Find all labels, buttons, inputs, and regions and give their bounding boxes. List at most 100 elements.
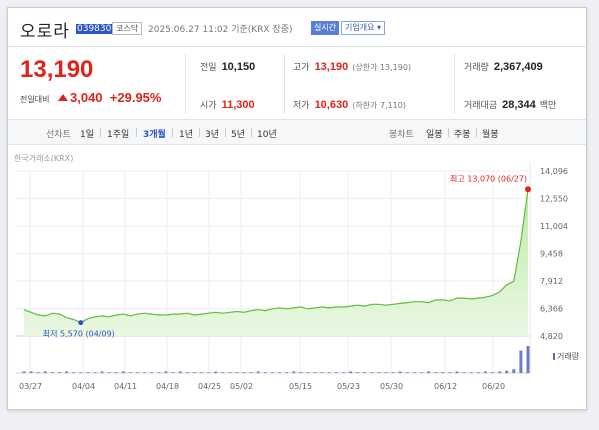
volume-bar bbox=[491, 372, 495, 373]
tab-3months[interactable]: 3개월 bbox=[143, 130, 166, 140]
volume-bar bbox=[313, 372, 317, 373]
divider bbox=[448, 128, 449, 137]
volume: 거래량 2,367,409 bbox=[464, 61, 543, 73]
tab-monthly-candle[interactable]: 월봉 bbox=[482, 130, 499, 140]
volume-bar bbox=[363, 372, 367, 373]
low-annotation: 최저 5,570 (04/09) bbox=[43, 329, 115, 339]
volume-bar bbox=[171, 372, 175, 373]
x-tick-label: 04/11 bbox=[114, 382, 137, 391]
tab-1day[interactable]: 1일 bbox=[80, 130, 95, 140]
volume-bar bbox=[441, 372, 445, 373]
volume-bar bbox=[164, 371, 168, 373]
volume-bar bbox=[341, 372, 345, 373]
volume-bar bbox=[476, 372, 480, 373]
price-summary: 13,190 전일대비 3,040 +29.95% 전일 10,150 고가 13,… bbox=[8, 48, 586, 120]
tab-10years[interactable]: 10년 bbox=[257, 130, 277, 140]
volume-bar bbox=[136, 372, 140, 373]
volume-bar bbox=[22, 371, 26, 373]
price-area bbox=[24, 189, 528, 336]
volume-bar bbox=[36, 372, 40, 373]
timestamp: 2025.06.27 11:02 기준(KRX 장중) bbox=[148, 25, 293, 35]
volume-bar bbox=[427, 371, 431, 373]
volume-bar bbox=[299, 372, 303, 373]
change-percent: +29.95% bbox=[109, 90, 162, 105]
high-marker bbox=[525, 186, 531, 193]
tab-1year[interactable]: 1년 bbox=[179, 130, 194, 140]
x-tick-label: 06/12 bbox=[434, 382, 457, 391]
volume-bar bbox=[228, 372, 232, 373]
price-chart[interactable]: 14,096 12,550 11,004 9,458 7,912 6,366 4,820 03… bbox=[8, 8, 588, 411]
volume-bar bbox=[178, 371, 182, 373]
volume-bar bbox=[334, 372, 338, 373]
volume-bar bbox=[377, 372, 381, 373]
volume-bar bbox=[263, 372, 267, 373]
volume-bar bbox=[93, 372, 97, 373]
volume-bar bbox=[434, 372, 438, 373]
volume-bar bbox=[57, 372, 61, 373]
volume-bar bbox=[462, 372, 466, 373]
volume-bar bbox=[505, 370, 509, 373]
divider bbox=[476, 128, 477, 137]
volume-bar bbox=[207, 372, 211, 373]
company-overview-button[interactable]: 기업개요 ▾ bbox=[341, 21, 385, 35]
volume-bar bbox=[221, 372, 225, 373]
volume-legend: 거래량 bbox=[553, 351, 579, 362]
volume-bar bbox=[114, 372, 118, 373]
current-price: 13,190 bbox=[20, 56, 94, 83]
trade-amount: 거래대금 28,344 백만 bbox=[464, 99, 557, 111]
x-tick-label: 03/27 bbox=[19, 382, 42, 391]
tab-weekly-candle[interactable]: 주봉 bbox=[454, 130, 471, 140]
volume-bar bbox=[306, 372, 310, 373]
open-price: 시가 11,300 bbox=[200, 99, 255, 111]
y-tick-label: 9,458 bbox=[540, 250, 563, 259]
x-tick-label: 05/15 bbox=[289, 382, 312, 391]
divider bbox=[454, 54, 455, 114]
stock-name: 오로라 bbox=[20, 22, 70, 42]
y-tick-label: 11,004 bbox=[540, 222, 568, 231]
change-amount: 3,040 bbox=[70, 90, 103, 105]
high-annotation: 최고 13,070 (06/27) bbox=[450, 173, 527, 183]
y-tick-label: 7,912 bbox=[540, 277, 563, 286]
volume-bar bbox=[192, 372, 196, 373]
candle-chart-label[interactable]: 봉차트 bbox=[389, 130, 414, 140]
volume-bar bbox=[121, 371, 125, 373]
volume-bar bbox=[249, 372, 253, 373]
market-tag: 코스닥 bbox=[112, 22, 143, 35]
y-tick-label: 14,096 bbox=[540, 167, 568, 176]
volume-bar bbox=[526, 346, 530, 373]
tab-5years[interactable]: 5년 bbox=[231, 130, 246, 140]
realtime-button[interactable]: 실시간 bbox=[311, 21, 340, 35]
low-marker bbox=[78, 320, 84, 326]
divider bbox=[199, 128, 200, 137]
volume-bar bbox=[143, 372, 147, 373]
divider bbox=[100, 128, 101, 137]
volume-bar bbox=[128, 372, 132, 373]
tab-daily-candle[interactable]: 일봉 bbox=[426, 130, 443, 140]
exchange-label: 한국거래소(KRX) bbox=[14, 154, 74, 163]
y-tick-label: 12,550 bbox=[540, 195, 568, 204]
volume-bar bbox=[256, 371, 260, 373]
volume-bar bbox=[469, 372, 473, 373]
volume-bar bbox=[50, 372, 54, 373]
stock-code: 039830 bbox=[76, 24, 113, 34]
volume-bar bbox=[107, 372, 111, 373]
volume-bar bbox=[292, 371, 296, 373]
y-tick-label: 4,820 bbox=[540, 332, 563, 341]
volume-bar bbox=[100, 371, 104, 373]
x-tick-label: 05/30 bbox=[380, 382, 403, 391]
volume-bar bbox=[79, 372, 83, 373]
divider bbox=[172, 128, 173, 137]
volume-bar bbox=[270, 372, 274, 373]
change-label: 전일대비 bbox=[20, 95, 50, 104]
line-chart-label[interactable]: 선차트 bbox=[46, 130, 71, 140]
volume-bar bbox=[65, 371, 69, 373]
tab-3years[interactable]: 3년 bbox=[205, 130, 220, 140]
volume-bar bbox=[349, 371, 353, 373]
volume-bar bbox=[320, 372, 324, 373]
divider bbox=[225, 128, 226, 137]
x-tick-label: 04/25 bbox=[198, 382, 221, 391]
price-line bbox=[23, 189, 529, 324]
tab-1week[interactable]: 1주일 bbox=[107, 130, 130, 140]
divider bbox=[251, 128, 252, 137]
volume-bar bbox=[405, 372, 409, 373]
